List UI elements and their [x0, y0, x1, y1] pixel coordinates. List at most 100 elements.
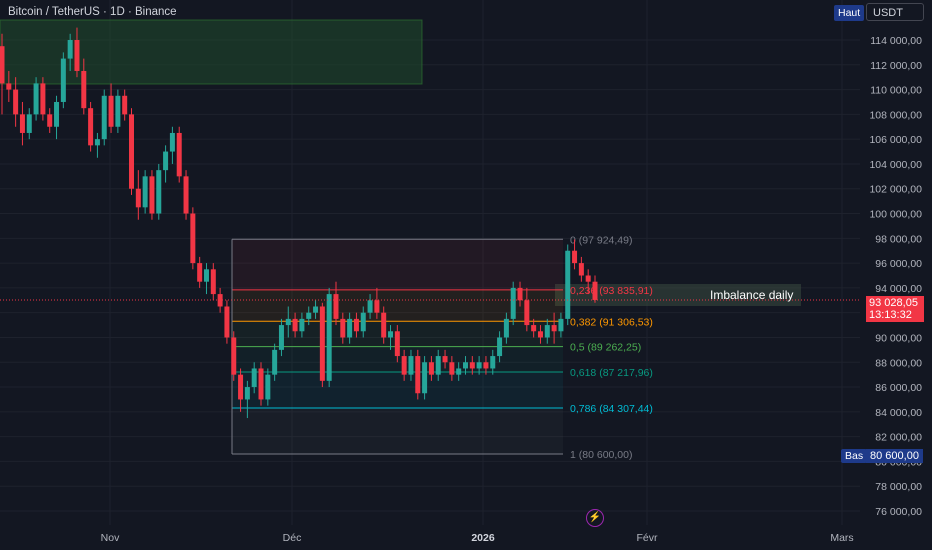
low-price-badge: 80 600,00 — [866, 449, 923, 463]
candle-body — [108, 95, 114, 127]
candle-body — [367, 300, 373, 313]
scale-mode-label[interactable]: Haut — [834, 5, 865, 21]
candle-body — [408, 356, 414, 375]
candle-body — [333, 294, 339, 319]
fib-level-label: 0,236 (93 835,91) — [570, 285, 653, 297]
candle-countdown: 13:13:32 — [869, 309, 912, 321]
time-tick-label: Déc — [283, 532, 302, 544]
candle-body — [313, 306, 319, 313]
fib-level-label: 1 (80 600,00) — [570, 449, 632, 461]
price-tick-label: 98 000,00 — [875, 233, 922, 245]
price-tick-label: 76 000,00 — [875, 506, 922, 518]
price-tick-label: 106 000,00 — [869, 134, 922, 146]
candle-body — [176, 132, 182, 177]
candle-body — [129, 114, 135, 189]
candlestick-series — [0, 27, 598, 419]
candle-body — [394, 331, 400, 357]
price-tick-label: 86 000,00 — [875, 382, 922, 394]
candle-body — [558, 318, 564, 332]
fib-level-label: 0,5 (89 262,25) — [570, 342, 641, 354]
candle-body — [135, 188, 141, 208]
candle-body — [251, 368, 257, 388]
candle-body — [19, 114, 25, 133]
candle-body — [592, 281, 598, 300]
candle-body — [238, 374, 244, 400]
candle-body — [210, 269, 216, 295]
candle-body — [278, 325, 284, 350]
candle-body — [353, 318, 359, 332]
candle-body — [510, 287, 516, 319]
price-tick-label: 102 000,00 — [869, 184, 922, 196]
candle-body — [156, 170, 162, 214]
candle-body — [299, 318, 305, 332]
candle-body — [490, 356, 496, 369]
candle-body — [285, 318, 291, 326]
fib-level-label: 0,618 (87 217,96) — [570, 367, 653, 379]
candle-body — [217, 294, 223, 307]
candle-body — [469, 362, 475, 369]
current-price-value: 93 028,05 — [869, 297, 918, 309]
price-tick-label: 108 000,00 — [869, 109, 922, 121]
candle-body — [306, 312, 312, 319]
candle-body — [67, 40, 73, 59]
candle-body — [319, 306, 325, 381]
candle-body — [231, 337, 237, 375]
price-tick-label: 82 000,00 — [875, 432, 922, 444]
candle-body — [326, 294, 332, 381]
candle-body — [47, 114, 53, 127]
candle-body — [183, 176, 189, 214]
low-scale-label: Bas — [841, 449, 868, 463]
candle-body — [272, 349, 278, 375]
candle-body — [415, 356, 421, 394]
candle-body — [81, 70, 87, 109]
candle-body — [544, 325, 550, 338]
time-tick-label: Févr — [637, 532, 659, 544]
price-tick-label: 88 000,00 — [875, 357, 922, 369]
candle-body — [74, 40, 80, 71]
candle-body — [565, 250, 571, 319]
currency-select[interactable]: USDT — [866, 3, 924, 21]
candle-body — [169, 132, 175, 152]
candle-body — [265, 374, 271, 400]
fib-zone — [232, 371, 563, 409]
candle-body — [142, 176, 148, 208]
price-tick-label: 84 000,00 — [875, 407, 922, 419]
candle-body — [360, 312, 366, 332]
candle-body — [340, 318, 346, 338]
candle-body — [60, 58, 66, 102]
price-tick-label: 112 000,00 — [870, 60, 922, 72]
lightning-icon[interactable]: ⚡ — [586, 509, 604, 527]
candle-body — [572, 250, 578, 264]
candle-body — [476, 362, 482, 369]
candle-body — [26, 114, 32, 133]
candle-body — [578, 263, 584, 276]
price-axis[interactable]: 114 000,00 112 000,00 110 000,00 108 000,00… — [869, 35, 922, 518]
candle-body — [244, 387, 250, 400]
candle-body — [442, 356, 448, 363]
fib-zone — [232, 289, 563, 322]
candle-body — [462, 362, 468, 369]
current-price-badge: 93 028,05 13:13:32 — [866, 296, 924, 322]
candle-body — [388, 331, 394, 338]
candle-body — [401, 356, 407, 375]
time-tick-label: Nov — [101, 532, 120, 544]
candle-body — [0, 46, 5, 84]
price-tick-label: 94 000,00 — [875, 283, 922, 295]
symbol-title[interactable]: Bitcoin / TetherUS · 1D · Binance — [8, 6, 177, 18]
candle-body — [40, 83, 46, 115]
candle-body — [203, 269, 209, 282]
price-tick-label: 110 000,00 — [870, 85, 922, 97]
fib-zone — [232, 239, 563, 290]
candle-body — [122, 95, 128, 115]
time-tick-label: 2026 — [471, 532, 495, 544]
candle-body — [101, 95, 107, 140]
candle-body — [88, 108, 94, 146]
imbalance-label: Imbalance daily — [710, 288, 794, 302]
candle-body — [54, 101, 60, 127]
time-axis[interactable]: Nov Déc 2026 Févr Mars — [101, 532, 854, 544]
imbalance-zone[interactable] — [555, 284, 801, 306]
price-tick-label: 90 000,00 — [875, 332, 922, 344]
price-tick-label: 104 000,00 — [869, 159, 922, 171]
candle-body — [456, 368, 462, 375]
